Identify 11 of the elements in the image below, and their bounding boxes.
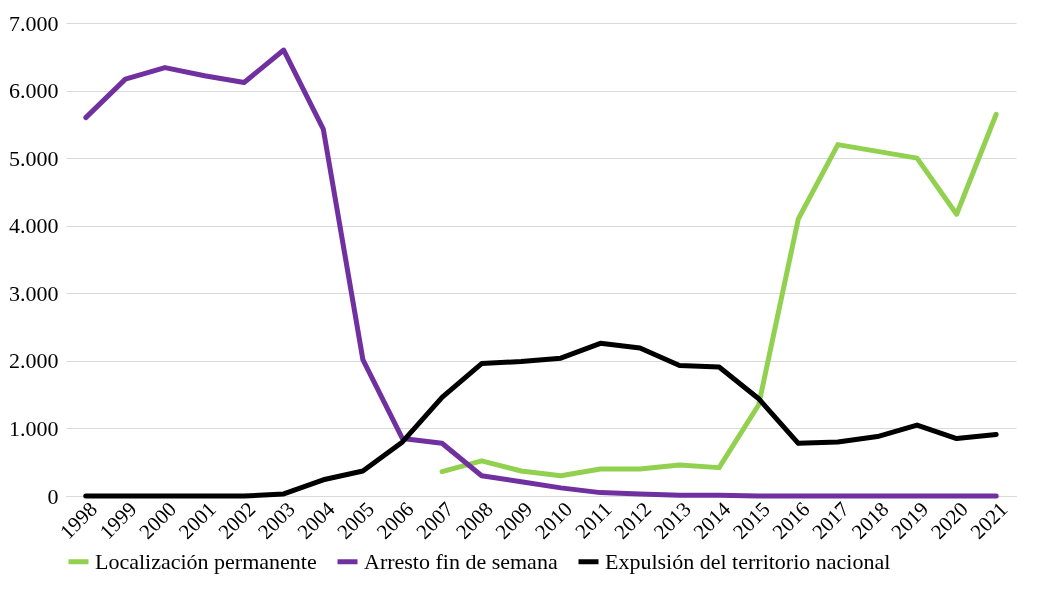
y-tick-label: 7.000: [9, 10, 59, 36]
y-tick-label: 4.000: [9, 213, 59, 239]
y-tick-label: 2.000: [9, 348, 59, 374]
y-tick-label: 5.000: [9, 145, 59, 171]
y-tick-label: 3.000: [9, 280, 59, 306]
legend-label: Expulsión del territorio nacional: [605, 548, 891, 574]
y-tick-label: 0: [47, 483, 59, 509]
legend-label: Localización permanente: [95, 548, 317, 574]
y-tick-label: 1.000: [9, 415, 59, 441]
y-tick-label: 6.000: [9, 78, 59, 104]
legend-label: Arresto fin de semana: [364, 548, 558, 574]
